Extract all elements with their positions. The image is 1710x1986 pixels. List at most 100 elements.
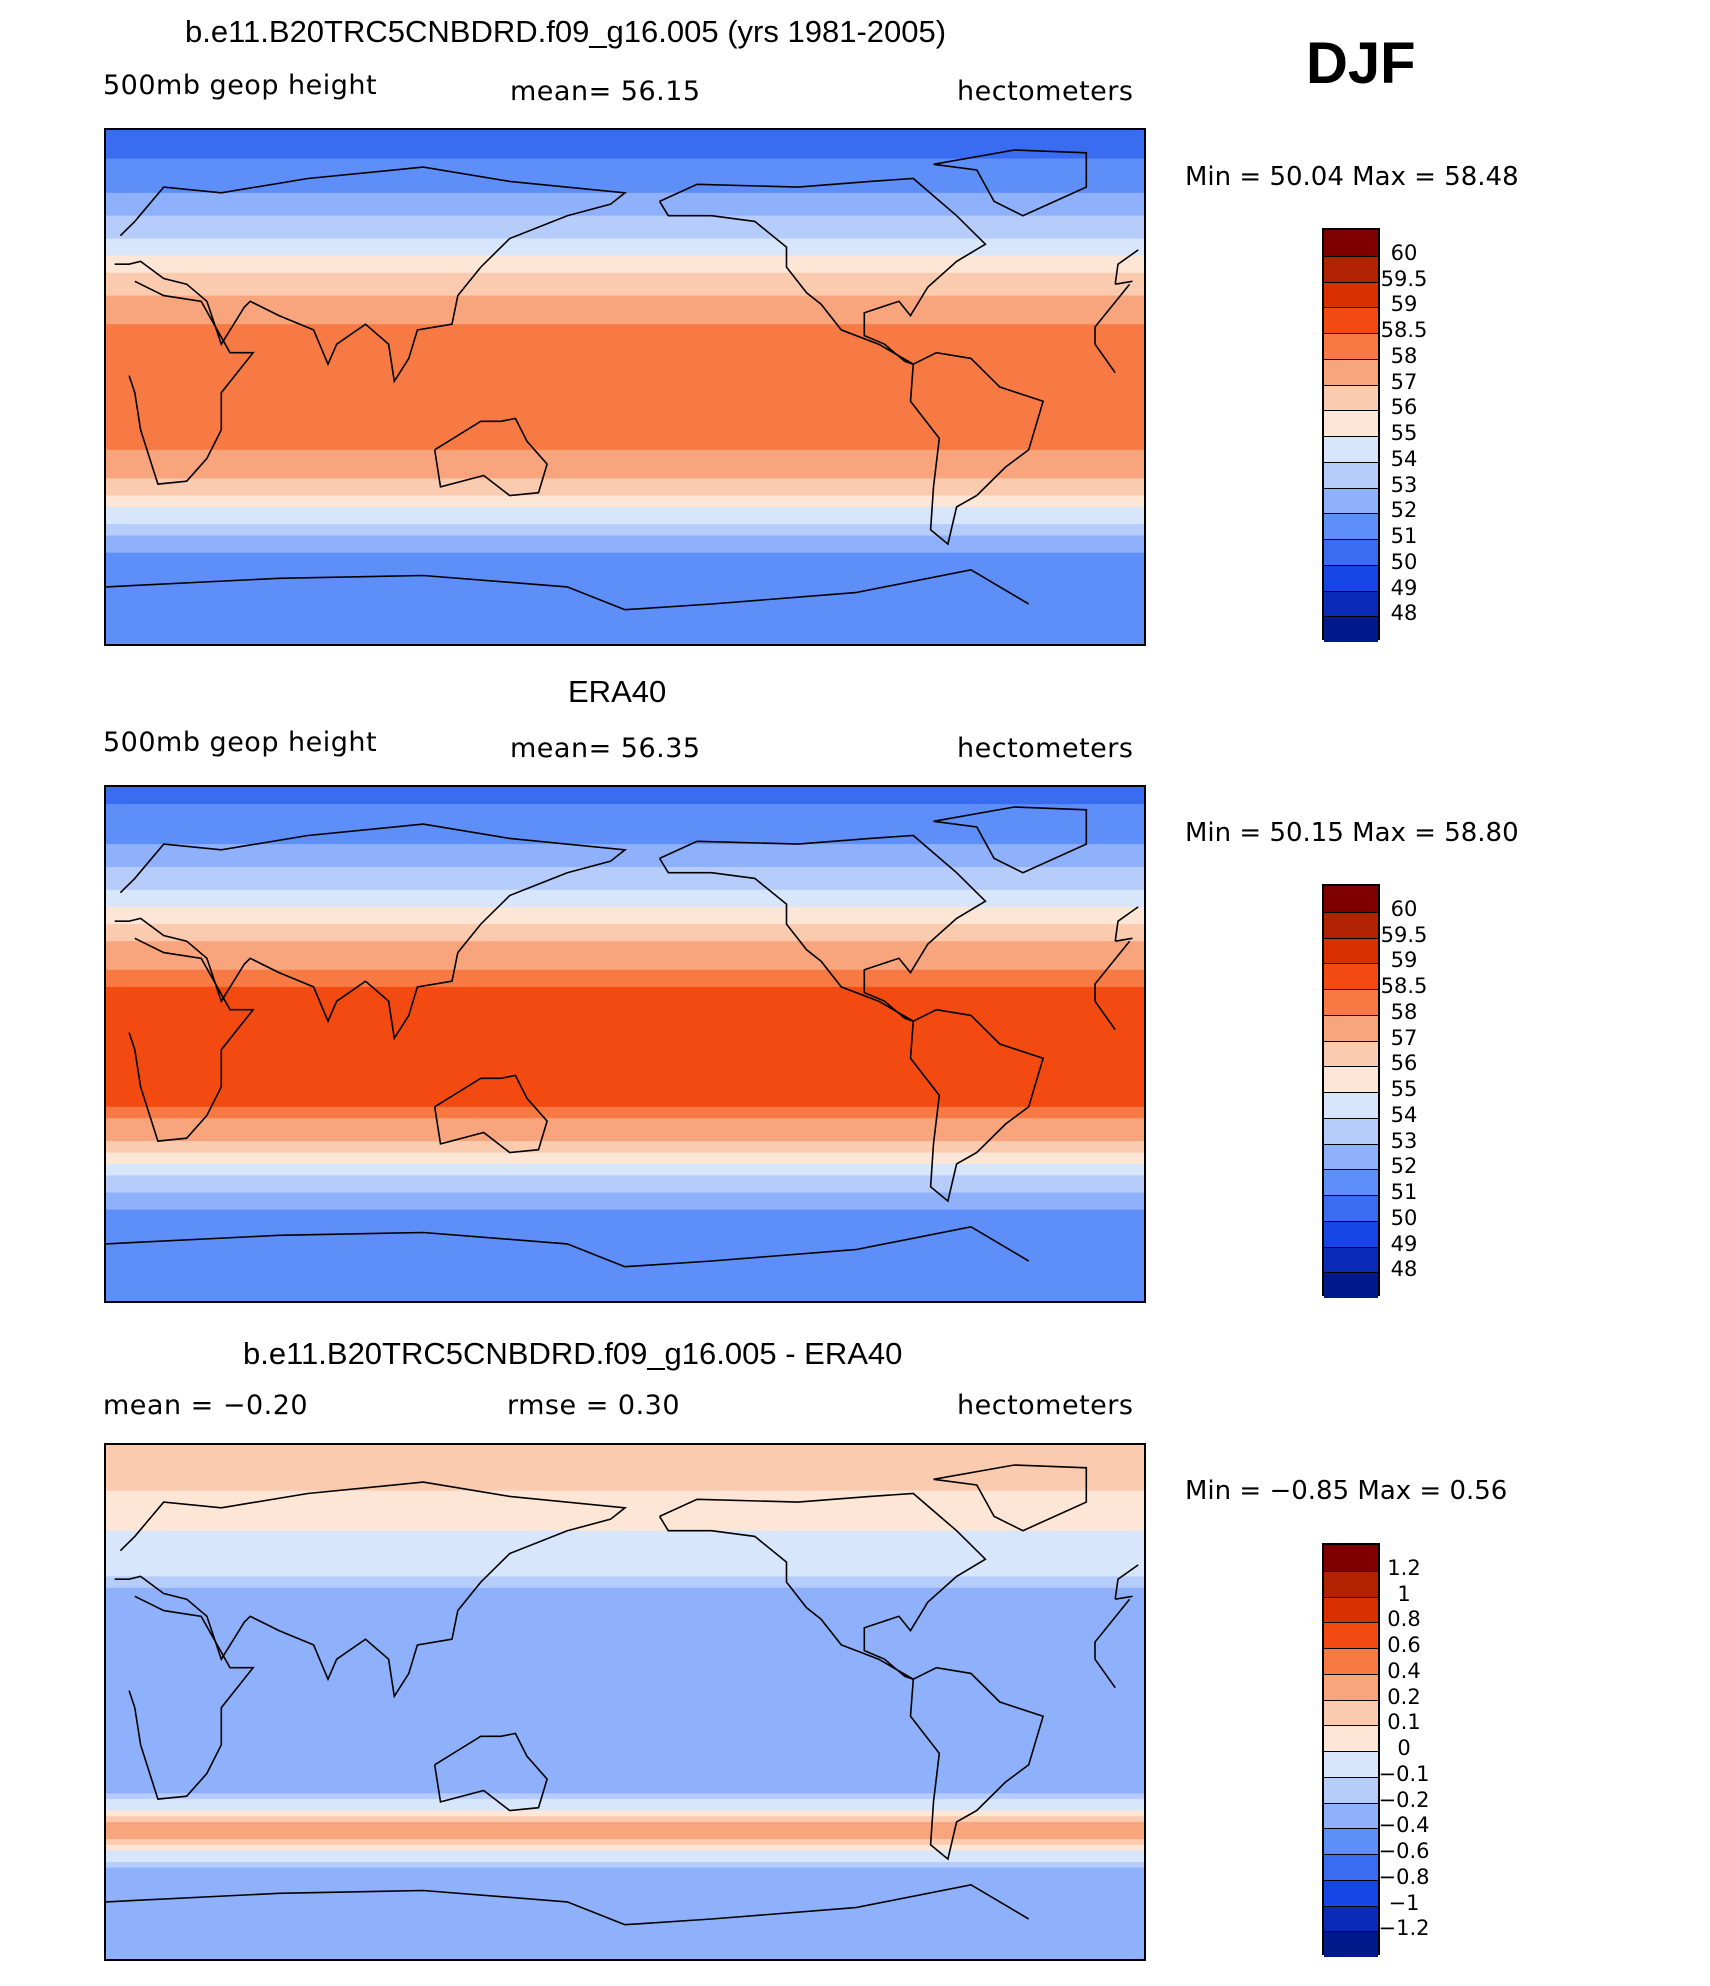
contour-band bbox=[106, 1656, 1144, 1663]
colorbar-tick-label: −0.4 bbox=[1378, 1813, 1430, 1838]
colorbar-tick-label: 53 bbox=[1390, 1128, 1418, 1153]
contour-band bbox=[106, 1009, 1144, 1017]
contour-band bbox=[106, 512, 1144, 519]
contour-band bbox=[106, 1135, 1144, 1142]
contour-band bbox=[106, 1679, 1144, 1686]
colorbar-tick-label: 50 bbox=[1390, 1205, 1418, 1230]
coastline bbox=[933, 149, 1088, 217]
panel3-title: b.e11.B20TRC5CNBDRD.f09_g16.005 - ERA40 bbox=[243, 1336, 903, 1371]
colorbar-swatch bbox=[1324, 1854, 1378, 1880]
contour-band bbox=[106, 1473, 1144, 1480]
contour-band bbox=[106, 1243, 1144, 1251]
contour-band bbox=[106, 466, 1144, 474]
contour-band bbox=[106, 1232, 1144, 1239]
contour-band bbox=[106, 1502, 1144, 1509]
contour-band bbox=[106, 1123, 1144, 1131]
colorbar-tick-label: −0.1 bbox=[1378, 1761, 1430, 1786]
colorbar-tick-label: −0.2 bbox=[1378, 1787, 1430, 1812]
contour-band bbox=[106, 261, 1144, 268]
contour-band bbox=[106, 929, 1144, 937]
contour-band bbox=[106, 164, 1144, 171]
contour-band bbox=[106, 1936, 1144, 1943]
colorbar-swatch bbox=[1324, 1272, 1378, 1298]
contour-band bbox=[106, 1536, 1144, 1543]
colorbar-swatch bbox=[1324, 1828, 1378, 1854]
contour-band bbox=[106, 369, 1144, 377]
contour-band bbox=[106, 1593, 1144, 1600]
contour-band bbox=[106, 426, 1144, 434]
contour-band bbox=[106, 1289, 1144, 1296]
colorbar-tick-label: 51 bbox=[1390, 1180, 1418, 1204]
contour-band bbox=[106, 581, 1144, 588]
colorbar-tick-label: 57 bbox=[1390, 1025, 1418, 1050]
colorbar-swatch bbox=[1324, 590, 1378, 617]
contour-band bbox=[106, 192, 1144, 200]
contour-band bbox=[106, 1776, 1144, 1783]
colorbar-swatch bbox=[1324, 1246, 1378, 1273]
contour-band bbox=[106, 1696, 1144, 1703]
colorbar-tick-label: 59.5 bbox=[1380, 922, 1428, 947]
contour-band bbox=[106, 529, 1144, 537]
colorbar-tick-label: 56 bbox=[1390, 1051, 1418, 1076]
contour-band bbox=[106, 1816, 1144, 1823]
colorbar-tick-label: 58.5 bbox=[1380, 318, 1428, 342]
contour-band bbox=[106, 1295, 1144, 1301]
contour-band bbox=[106, 1736, 1144, 1743]
contour-band bbox=[106, 1799, 1144, 1806]
panel3-map bbox=[104, 1443, 1146, 1961]
contour-band bbox=[106, 575, 1144, 582]
coastline bbox=[433, 1074, 548, 1154]
colorbar-swatch bbox=[1324, 564, 1378, 591]
coastline bbox=[114, 1481, 1139, 1699]
panel2-map bbox=[104, 785, 1146, 1303]
contour-band bbox=[106, 1747, 1144, 1754]
contour-band bbox=[106, 1867, 1144, 1874]
coastline bbox=[128, 1595, 1131, 1800]
contour-band bbox=[106, 506, 1144, 514]
contour-band bbox=[106, 1827, 1144, 1834]
colorbar-swatch bbox=[1324, 255, 1378, 282]
contour-band bbox=[106, 1101, 1144, 1108]
colorbar-swatch bbox=[1324, 989, 1378, 1015]
contour-band bbox=[106, 1559, 1144, 1566]
panel2-colorbar bbox=[1322, 884, 1380, 1298]
contour-band bbox=[106, 1152, 1144, 1159]
contour-band bbox=[106, 335, 1144, 342]
colorbar-swatch bbox=[1324, 513, 1378, 539]
contour-band bbox=[106, 1146, 1144, 1154]
contour-band bbox=[106, 638, 1144, 644]
contour-band bbox=[106, 1901, 1144, 1909]
contour-band bbox=[106, 1616, 1144, 1623]
contour-band bbox=[106, 541, 1144, 548]
contour-band bbox=[106, 1095, 1144, 1102]
panel3-colorbar bbox=[1322, 1543, 1380, 1957]
contour-band bbox=[106, 1272, 1144, 1279]
panel2-mean-label: mean= 56.35 bbox=[510, 733, 701, 764]
contour-band bbox=[106, 598, 1144, 605]
coastline bbox=[106, 1883, 1030, 1926]
colorbar-tick-label: −1 bbox=[1388, 1890, 1420, 1915]
contour-band bbox=[106, 1061, 1144, 1068]
contour-band bbox=[106, 278, 1144, 285]
contour-band bbox=[106, 592, 1144, 599]
contour-band bbox=[106, 1542, 1144, 1549]
contour-band bbox=[106, 409, 1144, 417]
contour-band bbox=[106, 1049, 1144, 1057]
contour-band bbox=[106, 1553, 1144, 1560]
colorbar-swatch bbox=[1324, 1905, 1378, 1932]
contour-band bbox=[106, 804, 1144, 811]
colorbar-swatch bbox=[1324, 937, 1378, 964]
contour-band bbox=[106, 187, 1144, 194]
contour-band bbox=[106, 1163, 1144, 1171]
panel3-rmse-label: rmse = 0.30 bbox=[507, 1390, 681, 1421]
coastline bbox=[114, 823, 1139, 1041]
colorbar-swatch bbox=[1324, 1143, 1378, 1170]
contour-band bbox=[106, 255, 1144, 262]
contour-band bbox=[106, 1850, 1144, 1857]
colorbar-tick-label: 48 bbox=[1390, 601, 1418, 626]
contour-band bbox=[106, 267, 1144, 274]
contour-band bbox=[106, 249, 1144, 257]
colorbar-swatch bbox=[1324, 1117, 1378, 1144]
contour-band bbox=[106, 1622, 1144, 1629]
colorbar-swatch bbox=[1324, 911, 1378, 938]
